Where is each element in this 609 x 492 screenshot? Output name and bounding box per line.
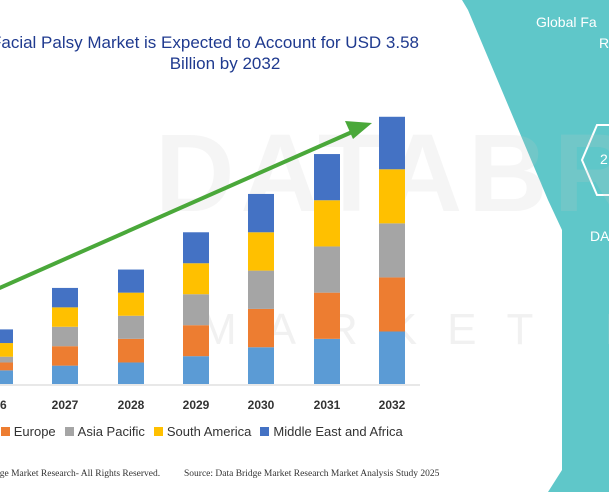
bar-segment-26-3 — [0, 343, 13, 357]
bar-segment-2028-0 — [118, 362, 144, 384]
legend-item: South America — [153, 424, 252, 439]
legend-item: Asia Pacific — [64, 424, 145, 439]
x-tick-label: 2032 — [379, 398, 406, 412]
bar-segment-2028-2 — [118, 315, 144, 339]
bar-segment-2029-0 — [183, 356, 209, 384]
bar-segment-2027-4 — [52, 287, 78, 308]
bar-segment-2028-4 — [118, 269, 144, 293]
bar-segment-2031-0 — [314, 338, 340, 384]
bar-segment-26-4 — [0, 329, 13, 344]
source-note: Source: Data Bridge Market Research Mark… — [184, 469, 440, 479]
legend-label: South America — [166, 424, 252, 439]
bar-segment-2031-4 — [314, 154, 340, 201]
bar-segment-2027-1 — [52, 346, 78, 366]
bar-segment-2032-0 — [379, 331, 405, 384]
x-tick-label: 2029 — [183, 398, 210, 412]
bar-segment-2030-0 — [248, 347, 274, 384]
bar-segment-2032-1 — [379, 277, 405, 332]
side-panel-title-line-1: Global Fa — [536, 14, 597, 30]
bar-segment-26-2 — [0, 356, 13, 363]
side-panel-shape — [462, 0, 609, 492]
chart-title-line-1: Facial Palsy Market is Expected to Accou… — [0, 33, 420, 52]
bar-segment-2030-4 — [248, 193, 274, 233]
legend-swatch — [260, 427, 270, 436]
trend-arrow-head — [345, 121, 372, 139]
legend-swatch — [153, 427, 163, 436]
x-tick-label: 26 — [0, 398, 7, 412]
x-tick-label: 2030 — [248, 398, 275, 412]
side-panel-brand: DA — [590, 228, 609, 244]
x-tick-label: 2028 — [118, 398, 145, 412]
legend-label: Europe — [13, 424, 56, 439]
legend-label: Asia Pacific — [77, 424, 145, 439]
legend-item: Europe — [0, 424, 56, 439]
x-tick-label: 2027 — [52, 398, 79, 412]
chart-title-line-2: Billion by 2032 — [169, 54, 281, 73]
bar-segment-2029-4 — [183, 232, 209, 264]
bar-segment-26-1 — [0, 362, 13, 371]
side-panel-title: Global Fa R — [536, 12, 609, 54]
legend-label: Middle East and Africa — [273, 424, 403, 439]
copyright-note: dge Market Research- All Rights Reserved… — [0, 469, 161, 479]
bar-segment-2028-3 — [118, 292, 144, 316]
bar-segment-2029-2 — [183, 294, 209, 326]
bar-segment-26-0 — [0, 370, 13, 384]
bar-segment-2028-1 — [118, 338, 144, 363]
bar-segment-2030-3 — [248, 232, 274, 271]
x-tick-label: 2031 — [314, 398, 341, 412]
side-panel-title-line-2: R — [599, 35, 609, 51]
trend-arrow-line — [0, 130, 353, 290]
bar-segment-2030-2 — [248, 270, 274, 309]
bar-segment-2029-1 — [183, 325, 209, 357]
chart-title: Facial Palsy Market is Expected to Accou… — [0, 32, 450, 74]
legend-swatch — [64, 427, 74, 436]
bar-segment-2030-1 — [248, 308, 274, 348]
bar-segment-2027-0 — [52, 365, 78, 384]
legend-swatch — [0, 427, 10, 436]
bar-segment-2027-2 — [52, 326, 78, 347]
hexagon-outline — [580, 124, 609, 196]
bar-segment-2031-1 — [314, 292, 340, 339]
bar-segment-2032-3 — [379, 169, 405, 224]
bar-segment-2031-3 — [314, 200, 340, 247]
hexagon-value: 2 — [600, 151, 608, 167]
legend-item: Middle East and Africa — [260, 424, 403, 439]
bar-segment-2027-3 — [52, 307, 78, 327]
bar-segment-2029-3 — [183, 263, 209, 295]
bar-segment-2031-2 — [314, 246, 340, 293]
bar-segment-2032-2 — [379, 223, 405, 278]
bar-segment-2032-4 — [379, 116, 405, 170]
